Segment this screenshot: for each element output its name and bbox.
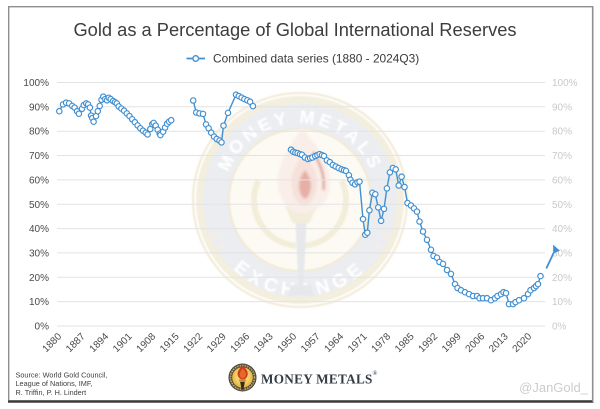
svg-text:90%: 90% [29,102,49,113]
svg-text:10%: 10% [29,297,49,308]
svg-text:50%: 50% [29,200,49,211]
svg-text:League of Nations, IMF,: League of Nations, IMF, [16,379,93,388]
svg-text:20%: 20% [552,273,572,284]
svg-text:Source: World Gold Council,: Source: World Gold Council, [16,371,108,380]
svg-text:MONEY METALS: MONEY METALS [261,372,373,387]
svg-text:80%: 80% [552,127,572,138]
svg-text:40%: 40% [552,224,572,235]
svg-text:40%: 40% [29,224,49,235]
svg-text:Combined data series (1880 - 2: Combined data series (1880 - 2024Q3) [213,52,419,66]
svg-text:@JanGold_: @JanGold_ [519,380,589,395]
svg-text:®: ® [373,370,378,377]
svg-text:60%: 60% [29,175,49,186]
svg-text:30%: 30% [29,248,49,259]
svg-text:70%: 70% [29,151,49,162]
svg-text:20%: 20% [29,273,49,284]
svg-text:50%: 50% [552,200,572,211]
svg-text:90%: 90% [552,102,572,113]
svg-text:30%: 30% [552,248,572,259]
svg-text:100%: 100% [552,78,578,89]
svg-text:10%: 10% [552,297,572,308]
svg-text:70%: 70% [552,151,572,162]
svg-text:0%: 0% [35,322,50,333]
svg-text:60%: 60% [552,175,572,186]
svg-text:80%: 80% [29,127,49,138]
svg-text:Gold as a Percentage of Global: Gold as a Percentage of Global Internati… [73,19,516,40]
svg-text:100%: 100% [23,78,49,89]
svg-text:R. Triffin, P. H. Lindert: R. Triffin, P. H. Lindert [16,388,87,397]
svg-text:0%: 0% [552,322,567,333]
